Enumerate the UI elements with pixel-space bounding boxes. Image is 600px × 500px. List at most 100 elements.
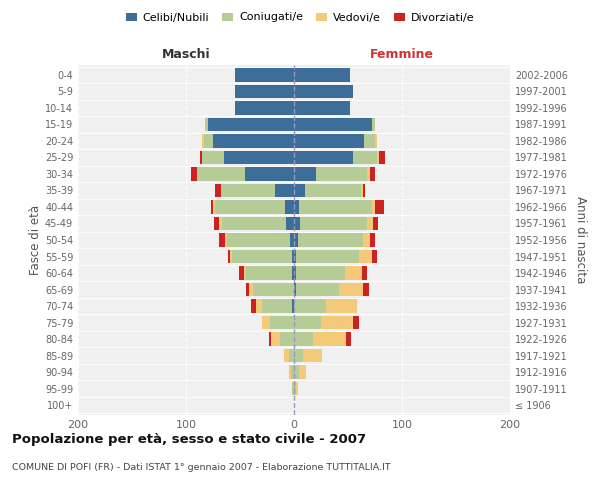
Bar bbox=[372, 118, 375, 131]
Bar bbox=[296, 382, 298, 396]
Bar bbox=[247, 266, 292, 280]
Bar bbox=[294, 332, 313, 346]
Bar bbox=[298, 233, 363, 247]
Bar bbox=[245, 167, 294, 180]
Bar bbox=[197, 167, 245, 180]
Bar bbox=[345, 266, 362, 280]
Bar bbox=[230, 250, 232, 264]
Bar bbox=[244, 266, 247, 280]
Bar bbox=[269, 332, 271, 346]
Bar bbox=[294, 233, 298, 247]
Bar bbox=[294, 316, 321, 330]
Bar bbox=[228, 250, 230, 264]
Bar bbox=[296, 250, 359, 264]
Bar bbox=[235, 101, 294, 114]
Bar bbox=[248, 283, 253, 296]
Bar bbox=[286, 200, 294, 214]
Bar bbox=[200, 150, 202, 164]
Y-axis label: Anni di nascita: Anni di nascita bbox=[574, 196, 587, 284]
Bar bbox=[302, 349, 322, 362]
Bar bbox=[224, 150, 294, 164]
Bar bbox=[251, 300, 256, 313]
Bar bbox=[294, 349, 302, 362]
Bar bbox=[294, 216, 301, 230]
Bar bbox=[284, 349, 289, 362]
Bar bbox=[294, 134, 364, 147]
Bar bbox=[296, 266, 345, 280]
Bar bbox=[375, 134, 377, 147]
Bar bbox=[208, 118, 294, 131]
Bar bbox=[275, 184, 294, 197]
Bar bbox=[372, 250, 377, 264]
Bar bbox=[363, 233, 370, 247]
Bar bbox=[294, 250, 296, 264]
Bar bbox=[359, 250, 372, 264]
Legend: Celibi/Nubili, Coniugati/e, Vedovi/e, Divorziati/e: Celibi/Nubili, Coniugati/e, Vedovi/e, Di… bbox=[121, 8, 479, 27]
Bar bbox=[299, 200, 372, 214]
Bar bbox=[213, 200, 215, 214]
Bar bbox=[220, 216, 221, 230]
Bar bbox=[291, 366, 294, 379]
Bar bbox=[326, 300, 356, 313]
Bar bbox=[305, 184, 361, 197]
Bar bbox=[294, 118, 372, 131]
Bar bbox=[362, 266, 367, 280]
Bar bbox=[225, 233, 227, 247]
Bar bbox=[361, 184, 363, 197]
Bar bbox=[294, 101, 350, 114]
Bar bbox=[373, 216, 378, 230]
Bar bbox=[292, 266, 294, 280]
Text: Popolazione per età, sesso e stato civile - 2007: Popolazione per età, sesso e stato civil… bbox=[12, 432, 366, 446]
Bar bbox=[372, 200, 375, 214]
Bar bbox=[292, 382, 294, 396]
Bar bbox=[294, 300, 326, 313]
Bar bbox=[294, 84, 353, 98]
Bar bbox=[294, 68, 350, 82]
Bar bbox=[227, 233, 290, 247]
Text: Maschi: Maschi bbox=[161, 48, 211, 61]
Bar bbox=[289, 366, 291, 379]
Bar bbox=[213, 134, 294, 147]
Bar bbox=[367, 216, 373, 230]
Text: Femmine: Femmine bbox=[370, 48, 434, 61]
Bar bbox=[235, 84, 294, 98]
Bar bbox=[370, 167, 375, 180]
Bar bbox=[239, 266, 244, 280]
Bar bbox=[316, 167, 367, 180]
Bar bbox=[220, 233, 225, 247]
Bar bbox=[379, 150, 385, 164]
Bar bbox=[221, 184, 275, 197]
Bar bbox=[294, 266, 296, 280]
Bar bbox=[215, 184, 221, 197]
Bar bbox=[363, 184, 365, 197]
Bar bbox=[294, 184, 305, 197]
Bar bbox=[221, 216, 286, 230]
Bar bbox=[294, 283, 296, 296]
Bar bbox=[280, 332, 294, 346]
Bar bbox=[262, 316, 270, 330]
Bar bbox=[286, 216, 294, 230]
Bar bbox=[301, 216, 367, 230]
Bar bbox=[370, 233, 375, 247]
Bar bbox=[294, 382, 296, 396]
Bar bbox=[215, 200, 286, 214]
Bar bbox=[294, 200, 299, 214]
Bar bbox=[340, 283, 363, 296]
Bar bbox=[290, 233, 294, 247]
Bar bbox=[353, 150, 377, 164]
Bar bbox=[202, 150, 224, 164]
Bar bbox=[375, 200, 383, 214]
Bar bbox=[205, 118, 208, 131]
Bar bbox=[353, 316, 359, 330]
Bar bbox=[256, 300, 262, 313]
Bar bbox=[321, 316, 353, 330]
Bar bbox=[271, 332, 280, 346]
Bar bbox=[294, 366, 299, 379]
Bar bbox=[262, 300, 292, 313]
Text: COMUNE DI POFI (FR) - Dati ISTAT 1° gennaio 2007 - Elaborazione TUTTITALIA.IT: COMUNE DI POFI (FR) - Dati ISTAT 1° genn… bbox=[12, 462, 391, 471]
Bar bbox=[270, 316, 294, 330]
Bar bbox=[346, 332, 351, 346]
Bar bbox=[202, 134, 205, 147]
Bar bbox=[313, 332, 346, 346]
Bar bbox=[296, 283, 340, 296]
